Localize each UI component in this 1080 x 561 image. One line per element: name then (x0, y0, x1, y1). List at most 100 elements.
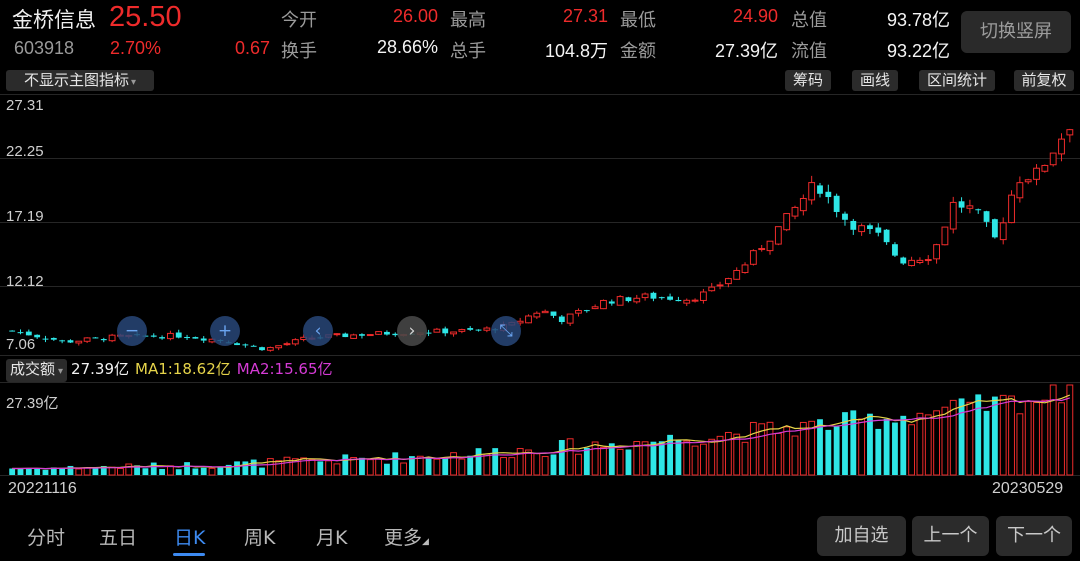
stat-amount-value: 27.39亿 (714, 41, 778, 61)
volume-bar (1016, 413, 1024, 476)
chips-button[interactable]: 筹码 (785, 70, 831, 91)
candle (933, 243, 941, 264)
volume-bar (766, 421, 774, 476)
volume-bar (1033, 402, 1040, 476)
volume-bar (575, 453, 582, 476)
volume-bar (541, 456, 549, 476)
grid-line (0, 158, 1080, 159)
volume-axis-label: 27.39亿 (6, 395, 59, 412)
volume-bar (683, 440, 691, 476)
scroll-right-button[interactable]: › (397, 316, 427, 346)
y-axis-label: 17.19 (6, 208, 44, 225)
tab-daily-k[interactable]: 日K (174, 527, 206, 549)
volume-bar (17, 468, 24, 475)
kline-chart[interactable] (0, 94, 1080, 356)
volume-bar (392, 452, 399, 475)
volume-bar (300, 457, 308, 476)
volume-bar (400, 462, 408, 476)
candle (1016, 176, 1024, 203)
adjust-mode-button[interactable]: 前复权 (1014, 70, 1074, 91)
stat-low-label: 最低 (620, 10, 656, 31)
volume-bar (275, 460, 283, 476)
volume-bar (1024, 401, 1032, 476)
volume-bar (9, 468, 16, 475)
candle (108, 333, 116, 343)
tab-more[interactable]: 更多◢ (384, 523, 429, 550)
stock-name: 金桥信息 (12, 8, 96, 32)
stat-total-cap-value: 93.78亿 (886, 10, 950, 30)
volume-bar (467, 455, 474, 475)
tab-five-day[interactable]: 五日 (99, 527, 138, 549)
stat-high-label: 最高 (450, 10, 486, 31)
candle (966, 199, 974, 214)
candle (366, 334, 374, 337)
tab-monthly-k[interactable]: 月K (316, 527, 348, 549)
volume-chart[interactable] (0, 382, 1080, 476)
candle (842, 211, 848, 226)
add-watchlist-button[interactable]: 加自选 (817, 516, 906, 556)
draw-line-button[interactable]: 画线 (852, 70, 898, 91)
volume-bar (317, 461, 324, 475)
y-axis-label: 12.12 (6, 273, 44, 290)
candle (1058, 133, 1065, 162)
arrow-left-icon: ‹ (314, 321, 322, 341)
candle (949, 196, 957, 234)
volume-bar (225, 464, 232, 475)
zoom-in-button[interactable]: + (210, 316, 240, 346)
volume-bar (958, 398, 965, 475)
candle (1066, 128, 1074, 143)
volume-bar (825, 429, 832, 475)
volume-bar (242, 461, 249, 475)
volume-type-select[interactable]: 成交额 ▾ (6, 359, 68, 382)
volume-bar (75, 468, 83, 476)
volume-bar (175, 469, 182, 475)
volume-bar (783, 426, 791, 476)
indicator-select[interactable]: 不显示主图指标 ▾ (6, 70, 154, 91)
candle (833, 193, 840, 218)
volume-bar (266, 458, 274, 476)
volume-bar (600, 446, 607, 476)
volume-bar (442, 457, 449, 475)
corner-arrow-icon: ◢ (422, 537, 429, 547)
volume-bar (699, 443, 707, 476)
volume-bar (867, 413, 873, 475)
candle (683, 298, 691, 306)
volume-bar (667, 434, 674, 475)
candle (650, 291, 657, 302)
scroll-left-button[interactable]: ‹ (303, 316, 333, 346)
y-axis-label: 22.25 (6, 143, 44, 160)
volume-bar (817, 419, 823, 475)
volume-bar (633, 441, 641, 476)
volume-bar (1041, 399, 1049, 476)
candle (799, 194, 807, 216)
stat-high-value: 27.31 (562, 6, 608, 26)
volume-bar (900, 415, 907, 475)
candle (999, 217, 1007, 245)
tab-weekly-k[interactable]: 周K (244, 527, 276, 549)
candle (250, 344, 257, 347)
volume-bar (774, 432, 782, 476)
candle (867, 223, 873, 235)
volume-bar (117, 467, 124, 476)
switch-portrait-button[interactable]: 切换竖屏 (961, 11, 1071, 53)
stat-open-label: 今开 (281, 10, 317, 31)
next-stock-button[interactable]: 下一个 (996, 516, 1072, 556)
volume-bar (941, 406, 949, 476)
candle (333, 333, 341, 337)
tab-intraday[interactable]: 分时 (27, 527, 66, 549)
volume-bar (359, 457, 365, 475)
volume-bar (966, 401, 974, 476)
candle (200, 336, 207, 343)
candle (291, 338, 299, 346)
candle (892, 242, 898, 257)
volume-bar (808, 420, 816, 476)
range-stats-button[interactable]: 区间统计 (919, 70, 995, 91)
collapse-button[interactable]: ⤡ (491, 316, 521, 346)
previous-stock-button[interactable]: 上一个 (912, 516, 989, 556)
volume-bar (366, 459, 374, 476)
end-date-label: 20230529 (992, 480, 1064, 497)
volume-bar (641, 441, 649, 476)
zoom-out-button[interactable]: − (117, 316, 147, 346)
candle (9, 330, 16, 332)
candle (283, 341, 291, 346)
